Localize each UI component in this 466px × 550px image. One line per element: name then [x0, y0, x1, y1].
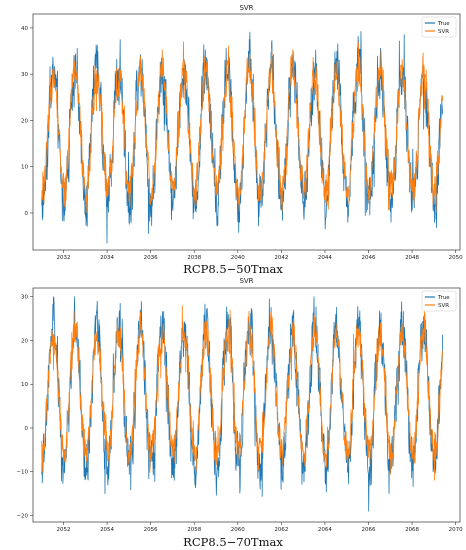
- y-tick-label: 40: [21, 26, 28, 32]
- series-line-svr: [41, 41, 443, 214]
- caption-rcp85-50: RCP8.5−50Tmax: [183, 262, 283, 276]
- chart-title: SVR: [239, 277, 253, 285]
- x-tick-label: 2056: [144, 527, 158, 533]
- chart-title: SVR: [239, 4, 253, 12]
- y-tick-label: 20: [21, 338, 28, 344]
- x-tick-label: 2032: [57, 255, 71, 261]
- x-tick-label: 2046: [362, 255, 376, 261]
- x-tick-label: 2058: [187, 527, 201, 533]
- x-tick-label: 2042: [274, 255, 288, 261]
- legend-label-svr: SVR: [438, 303, 449, 309]
- x-tick-label: 2068: [405, 527, 419, 533]
- y-tick-label: 20: [21, 118, 28, 124]
- legend: True SVR: [421, 16, 457, 38]
- legend-label-svr: SVR: [438, 29, 449, 35]
- x-tick-label: 2052: [57, 527, 71, 533]
- chart-rcp85-70: SVR 2052 2054 2056 2058 2060 2062 2064 2066 2068 2…: [16, 277, 463, 533]
- x-tick-label: 2060: [231, 527, 245, 533]
- plot-frame: [32, 287, 461, 523]
- plot-frame: [32, 13, 461, 251]
- x-tick-label: 2044: [318, 255, 332, 261]
- series-line-true: [41, 296, 443, 512]
- x-tick-label: 2036: [144, 255, 158, 261]
- caption-rcp85-70: RCP8.5−70Tmax: [183, 535, 283, 549]
- x-tick-label: 2040: [231, 255, 245, 261]
- y-tick-label: 0: [25, 211, 29, 217]
- x-tick-label: 2038: [187, 255, 201, 261]
- y-tick-label: −10: [16, 470, 28, 476]
- x-tick-label: 2054: [100, 527, 114, 533]
- series-line-svr: [41, 305, 443, 481]
- series-line-true: [41, 31, 443, 244]
- y-tick-label: 10: [21, 165, 28, 171]
- x-tick-label: 2034: [100, 255, 114, 261]
- x-tick-label: 2048: [405, 255, 419, 261]
- legend-label-true: True: [437, 295, 450, 301]
- x-tick-label: 2050: [449, 255, 463, 261]
- x-tick-label: 2062: [274, 527, 288, 533]
- x-tick-label: 2070: [449, 527, 463, 533]
- y-tick-label: 10: [21, 382, 28, 388]
- y-tick-label: −20: [16, 513, 28, 519]
- y-tick-label: 0: [25, 426, 29, 432]
- x-tick-label: 2066: [362, 527, 376, 533]
- legend: True SVR: [421, 290, 457, 312]
- legend-label-true: True: [437, 21, 450, 27]
- x-tick-label: 2064: [318, 527, 332, 533]
- y-tick-label: 30: [21, 295, 28, 301]
- y-tick-label: 30: [21, 72, 28, 78]
